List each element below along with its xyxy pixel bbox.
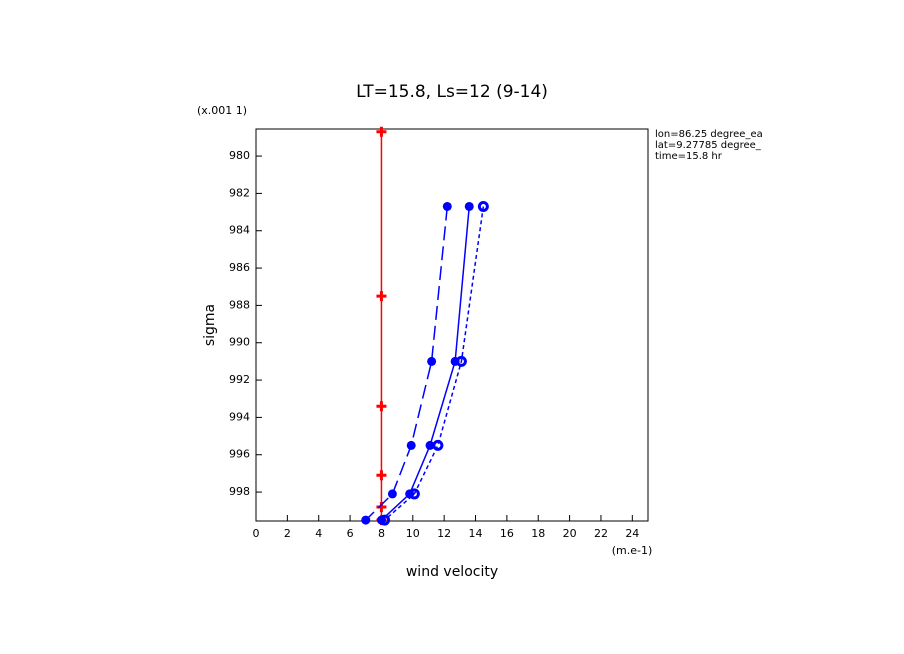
marker	[427, 356, 437, 366]
y-tick-label: 980	[229, 149, 250, 162]
x-tick-label: 4	[315, 527, 322, 540]
marker	[406, 440, 416, 450]
marker	[376, 291, 387, 302]
x-tick-label: 8	[378, 527, 385, 540]
marker	[376, 470, 387, 481]
chart-title: LT=15.8, Ls=12 (9-14)	[356, 82, 548, 102]
x-tick-label: 2	[284, 527, 291, 540]
y-tick-label: 990	[229, 336, 250, 349]
marker	[442, 201, 452, 211]
x-tick-label: 24	[625, 527, 639, 540]
marker	[387, 489, 397, 499]
x-tick-label: 22	[594, 527, 608, 540]
y-unit: (x.001 1)	[197, 104, 247, 117]
series-line	[384, 206, 485, 521]
x-tick-label: 6	[347, 527, 354, 540]
x-tick-label: 0	[253, 527, 260, 540]
y-tick-label: 984	[229, 224, 250, 237]
annotation: lon=86.25 degree_ea	[655, 129, 763, 140]
y-tick-label: 996	[229, 448, 250, 461]
plot-frame	[255, 128, 649, 522]
y-tick-label: 988	[229, 298, 250, 311]
x-tick-label: 18	[531, 527, 545, 540]
marker	[477, 200, 489, 212]
x-unit: (m.e-1)	[612, 544, 653, 557]
x-tick-label: 14	[469, 527, 483, 540]
y-tick-label: 992	[229, 373, 250, 386]
marker	[408, 488, 420, 500]
marker	[379, 514, 391, 526]
annotation: time=15.8 hr	[655, 151, 723, 162]
x-axis-label: wind velocity	[406, 564, 498, 580]
x-tick-label: 10	[406, 527, 420, 540]
annotation: lat=9.27785 degree_	[655, 140, 762, 151]
marker	[432, 439, 444, 451]
marker	[425, 440, 435, 450]
y-tick-label: 994	[229, 410, 250, 423]
x-tick-label: 20	[563, 527, 577, 540]
y-tick-label: 986	[229, 261, 250, 274]
marker	[455, 355, 467, 367]
marker	[376, 502, 387, 512]
y-axis-label: sigma	[202, 304, 218, 346]
marker	[464, 201, 474, 211]
x-tick-label: 16	[500, 527, 514, 540]
x-tick-label: 12	[437, 527, 451, 540]
marker	[376, 126, 387, 137]
y-tick-label: 998	[229, 485, 250, 498]
marker	[376, 401, 387, 412]
y-tick-label: 982	[229, 186, 250, 199]
marker	[361, 515, 371, 525]
